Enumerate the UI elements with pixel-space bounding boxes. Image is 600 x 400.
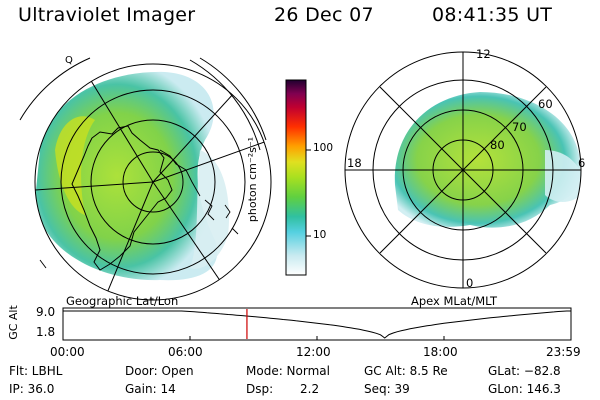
outer-arc	[189, 59, 261, 151]
lat-circle-2	[90, 119, 216, 245]
map-corner-glyph: Q	[65, 55, 73, 66]
mlt-label-18: 18	[347, 156, 362, 170]
altitude-xtick-4: 23:59	[546, 345, 581, 359]
geographic-label: Geographic Lat/Lon	[66, 294, 179, 308]
observation-date: 26 Dec 07	[274, 4, 374, 26]
continent-outline	[71, 125, 173, 271]
aurora-faint-edge-right	[545, 150, 581, 202]
colorbar-unit-label: photon cm⁻²s⁻¹	[246, 136, 260, 223]
apex-label: Apex MLat/MLT	[411, 294, 498, 308]
coastline	[204, 199, 215, 221]
mlt-label-0: 0	[466, 276, 474, 290]
coastline	[224, 204, 231, 219]
altitude-xtick-3: 18:00	[423, 345, 458, 359]
geographic-map-panel	[19, 57, 272, 301]
altitude-plot-frame	[62, 307, 572, 341]
mlat-label-80: 80	[490, 138, 505, 152]
lon-line	[152, 139, 271, 183]
altitude-ylabel: GC Alt	[6, 305, 20, 340]
lat-circle-3	[60, 89, 246, 275]
lon-line	[59, 64, 154, 183]
altitude-curve	[63, 310, 571, 339]
ip-info: IP: 36.0	[9, 382, 55, 396]
mlt-line-diag	[379, 86, 547, 254]
colorbar-tick-10: 10	[313, 229, 327, 241]
colorbar-gradient	[285, 79, 307, 276]
altitude-xticks	[62, 336, 572, 340]
lat-circle-1	[122, 151, 184, 213]
coastline	[159, 149, 201, 197]
coastline	[231, 227, 239, 235]
lon-line	[99, 181, 154, 300]
altitude-xtick-0: 00:00	[50, 345, 85, 359]
altitude-xtick-2: 12:00	[296, 345, 331, 359]
observation-time: 08:41:35 UT	[432, 4, 553, 26]
seq-info: Seq: 39	[364, 382, 410, 396]
colorbar	[285, 79, 311, 276]
altitude-ytick-low: 1.8	[36, 325, 56, 339]
door-info: Door: Open	[125, 364, 194, 378]
colorbar-tick-100: 100	[313, 142, 334, 154]
outer-arc	[199, 57, 267, 141]
lat-circle-4	[34, 63, 272, 301]
dsp-info: Dsp:	[246, 382, 274, 396]
aurora-emission-right	[394, 92, 581, 228]
mlt-label-12: 12	[476, 47, 491, 61]
lon-line	[35, 181, 154, 191]
mlt-label-6: 6	[578, 156, 586, 170]
dsp-value: 2.2	[300, 382, 320, 396]
glat-info: GLat: −82.8	[488, 364, 561, 378]
glon-info: GLon: 146.3	[488, 382, 561, 396]
mlat-label-60: 60	[538, 97, 553, 111]
altitude-plot	[62, 307, 572, 341]
coastline	[39, 259, 47, 269]
instrument-title: Ultraviolet Imager	[18, 4, 196, 26]
mlat-label-70: 70	[512, 120, 527, 134]
altitude-xtick-1: 06:00	[168, 345, 203, 359]
gc-alt-info: GC Alt: 8.5 Re	[364, 364, 448, 378]
altitude-ytick-high: 9.0	[36, 305, 56, 319]
outer-arc	[19, 57, 91, 121]
aurora-bright-band-left	[55, 116, 95, 215]
gain-info: Gain: 14	[125, 382, 176, 396]
aurora-faint-edge-left	[190, 150, 230, 269]
filter-info: Flt: LBHL	[9, 364, 63, 378]
magnetic-map-panel	[344, 51, 582, 289]
mode-info: Mode: Normal	[246, 364, 330, 378]
